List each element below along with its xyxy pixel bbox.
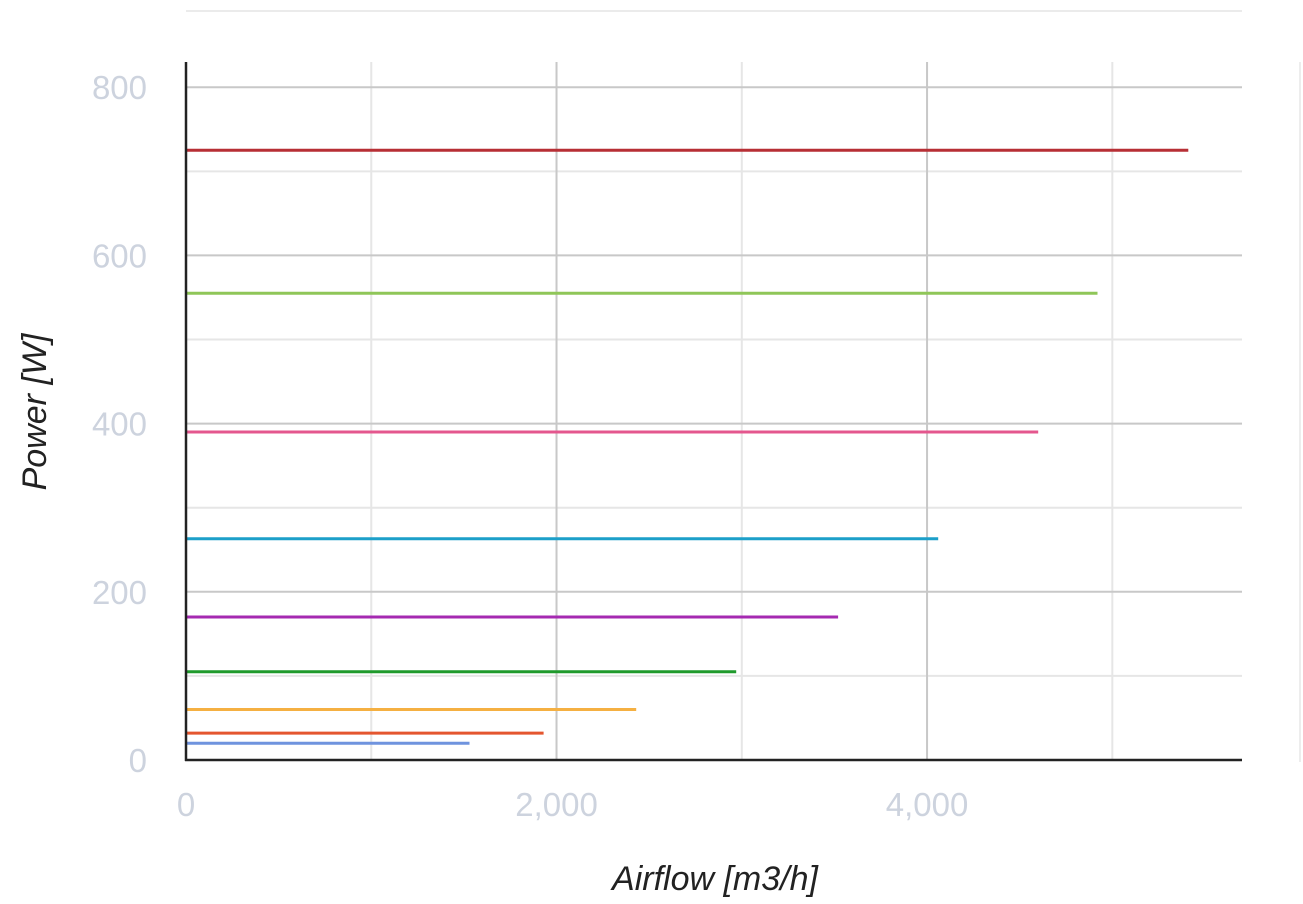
- x-tick-label: 2,000: [515, 786, 598, 823]
- grid: [186, 62, 1242, 760]
- series-lines: [186, 148, 1189, 745]
- y-tick-label: 400: [92, 406, 147, 443]
- x-tick-label: 0: [177, 786, 195, 823]
- x-tick-label: 4,000: [886, 786, 969, 823]
- axes: [184, 62, 1242, 762]
- y-axis-title: Power [W]: [16, 332, 54, 490]
- y-tick-label: 200: [92, 574, 147, 611]
- y-tick-label: 800: [92, 69, 147, 106]
- x-axis-ticks: 0 2,000 4,000: [177, 786, 969, 823]
- y-tick-label: 0: [129, 742, 147, 779]
- x-axis-title: Airflow [m3/h]: [610, 860, 819, 898]
- y-tick-label: 600: [92, 237, 147, 274]
- y-axis-ticks: 0 200 400 600 800: [92, 69, 147, 779]
